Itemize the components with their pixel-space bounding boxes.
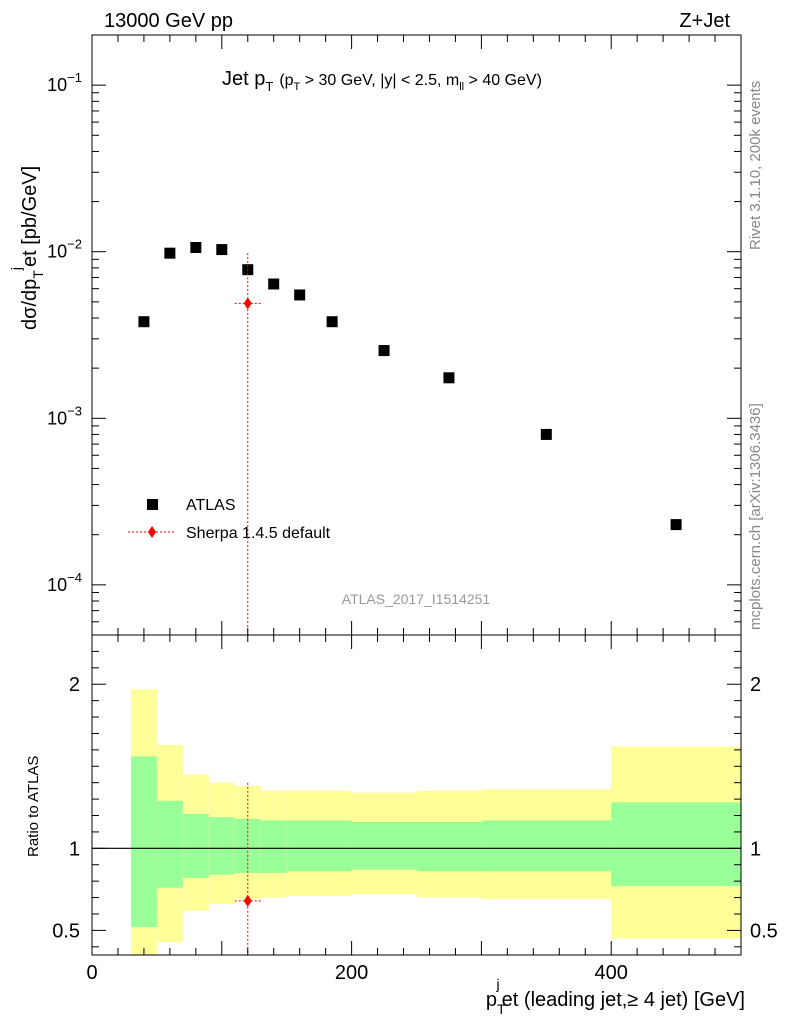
legend-sherpa-marker	[148, 526, 156, 538]
axes: 0 200 400 10−1 10−2 10−3 10−4 0.5 0.5 1 1 2 2	[47, 34, 778, 984]
atlas-data-point	[378, 345, 390, 357]
header-process: Z+Jet	[679, 10, 730, 32]
main-data-points	[138, 241, 682, 635]
stat-uncertainty-band	[182, 813, 209, 878]
atlas-data-point	[138, 316, 150, 328]
mcplots-label: mcplots.cern.ch [arXiv:1306.3436]	[747, 403, 764, 630]
stat-uncertainty-band	[130, 756, 157, 928]
ratio-y-axis-label: Ratio to ATLAS	[25, 756, 42, 857]
legend-atlas-label: ATLAS	[186, 497, 236, 514]
stat-uncertainty-band	[611, 802, 741, 887]
atlas-data-point	[190, 241, 202, 253]
ratio-y-tick-label-right: 0.5	[750, 920, 778, 942]
atlas-data-point	[326, 316, 338, 328]
atlas-data-point	[443, 372, 455, 384]
ratio-y-tick-label-right: 2	[750, 674, 761, 696]
ratio-data-points	[234, 782, 261, 955]
ratio-y-tick-label-right: 1	[750, 838, 761, 860]
rivet-version-label: Rivet 3.1.10, 200k events	[747, 81, 764, 250]
x-tick-label: 200	[335, 962, 368, 984]
ratio-uncertainty-bands	[92, 689, 741, 955]
atlas-data-point	[294, 289, 306, 301]
sherpa-data-point	[243, 297, 252, 310]
stat-uncertainty-band	[156, 800, 183, 888]
x-tick-label: 0	[86, 962, 97, 984]
atlas-data-point	[216, 244, 228, 256]
atlas-data-point	[670, 519, 682, 531]
main-y-axis-label: dσ/dpTjet [pb/GeV]	[8, 166, 46, 330]
stat-uncertainty-band	[416, 822, 482, 872]
stat-uncertainty-band	[208, 817, 235, 875]
main-y-tick-label: 10−2	[47, 237, 82, 262]
legend-sherpa-label: Sherpa 1.4.5 default	[186, 525, 331, 542]
atlas-data-point	[540, 428, 552, 440]
legend-atlas-marker	[147, 499, 158, 510]
stat-uncertainty-band	[286, 820, 352, 872]
stat-uncertainty-band	[481, 820, 612, 872]
ratio-y-tick-label: 2	[69, 674, 80, 696]
main-y-tick-label: 10−4	[47, 570, 82, 595]
atlas-data-point	[268, 278, 280, 290]
header-energy: 13000 GeV pp	[104, 10, 233, 32]
atlas-data-point	[164, 247, 176, 259]
sherpa-ratio-point	[243, 894, 252, 907]
x-tick-label: 400	[595, 962, 628, 984]
legend: ATLAS Sherpa 1.4.5 default	[128, 497, 331, 542]
analysis-watermark: ATLAS_2017_I1514251	[342, 591, 491, 607]
stat-uncertainty-band	[260, 820, 287, 873]
main-y-tick-label: 10−1	[47, 70, 82, 95]
x-axis-label: pTjet (leading jet,≥ 4 jet) [GeV]	[486, 976, 745, 1017]
main-y-tick-label: 10−3	[47, 403, 82, 428]
main-panel-frame	[91, 34, 742, 636]
ratio-panel-frame	[91, 634, 742, 956]
stat-uncertainty-band	[351, 822, 417, 870]
plot-title: Jet pT (pT > 30 GeV, |y| < 2.5, mll > 40 …	[222, 68, 542, 94]
ratio-y-tick-label: 0.5	[52, 920, 80, 942]
ratio-y-tick-label: 1	[69, 838, 80, 860]
